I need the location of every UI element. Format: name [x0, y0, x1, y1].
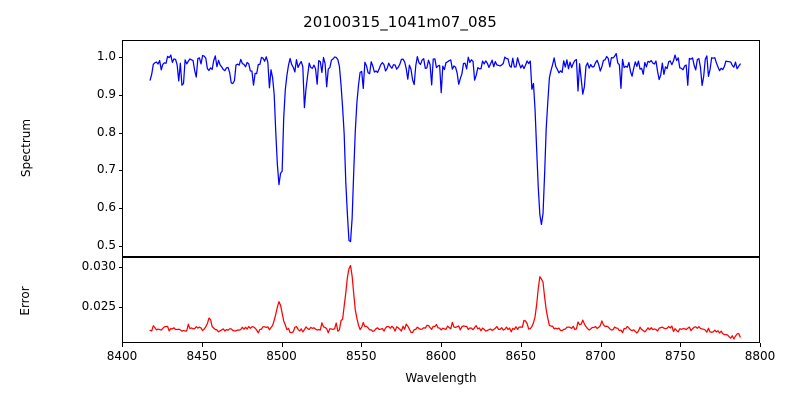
y-tick-label-spectrum: 1.0: [96, 49, 116, 63]
y-tick-mark-spectrum: [118, 207, 122, 209]
x-tick-mark: [760, 343, 761, 347]
x-tick-mark: [201, 343, 203, 347]
y-tick-label-error: 0.025: [81, 298, 116, 313]
spectrum-panel: [122, 40, 760, 257]
y-tick-mark-spectrum: [118, 132, 122, 134]
y-tick-label-error: 0.030: [81, 258, 116, 273]
spectrum-plot-area: [149, 52, 741, 243]
x-tick-label: 8700: [585, 349, 616, 363]
x-tick-mark: [520, 343, 522, 347]
error-panel: [122, 257, 760, 343]
error-trace: [149, 264, 741, 340]
x-tick-label: 8550: [346, 349, 377, 363]
y-tick-label-spectrum: 0.6: [96, 199, 116, 214]
x-tick-label: 8500: [266, 349, 297, 363]
x-tick-label: 8600: [425, 349, 457, 363]
x-tick-label: 8450: [186, 349, 218, 363]
y-tick-mark-error: [118, 306, 122, 308]
y-tick-label-spectrum: 0.7: [96, 162, 116, 177]
spectrum-trace: [149, 52, 741, 243]
x-tick-label: 8650: [505, 349, 537, 363]
x-tick-mark: [441, 343, 442, 347]
x-tick-mark: [122, 343, 123, 347]
x-tick-mark: [281, 343, 283, 347]
x-tick-mark: [361, 343, 363, 347]
chart-title: 20100315_1041m07_085: [303, 13, 497, 31]
y-tick-label-spectrum: 0.9: [96, 86, 116, 101]
x-tick-label: 8800: [744, 349, 776, 363]
error-plot-area: [149, 264, 741, 340]
y-tick-label-spectrum: 0.5: [96, 237, 116, 252]
y-axis-label-error: Error: [18, 286, 32, 316]
y-axis-label-spectrum: Spectrum: [19, 118, 33, 178]
x-tick-label: 8750: [665, 349, 696, 363]
y-tick-mark-spectrum: [118, 57, 122, 58]
y-tick-mark-spectrum: [118, 94, 122, 96]
y-tick-mark-spectrum: [118, 245, 122, 247]
x-tick-mark: [680, 343, 682, 347]
y-tick-label-spectrum: 0.8: [96, 124, 116, 139]
x-tick-mark: [600, 343, 602, 347]
x-axis-label: Wavelength: [405, 371, 477, 385]
x-tick-label: 8400: [106, 349, 138, 363]
y-tick-mark-spectrum: [118, 170, 122, 172]
y-tick-mark-error: [118, 266, 122, 268]
